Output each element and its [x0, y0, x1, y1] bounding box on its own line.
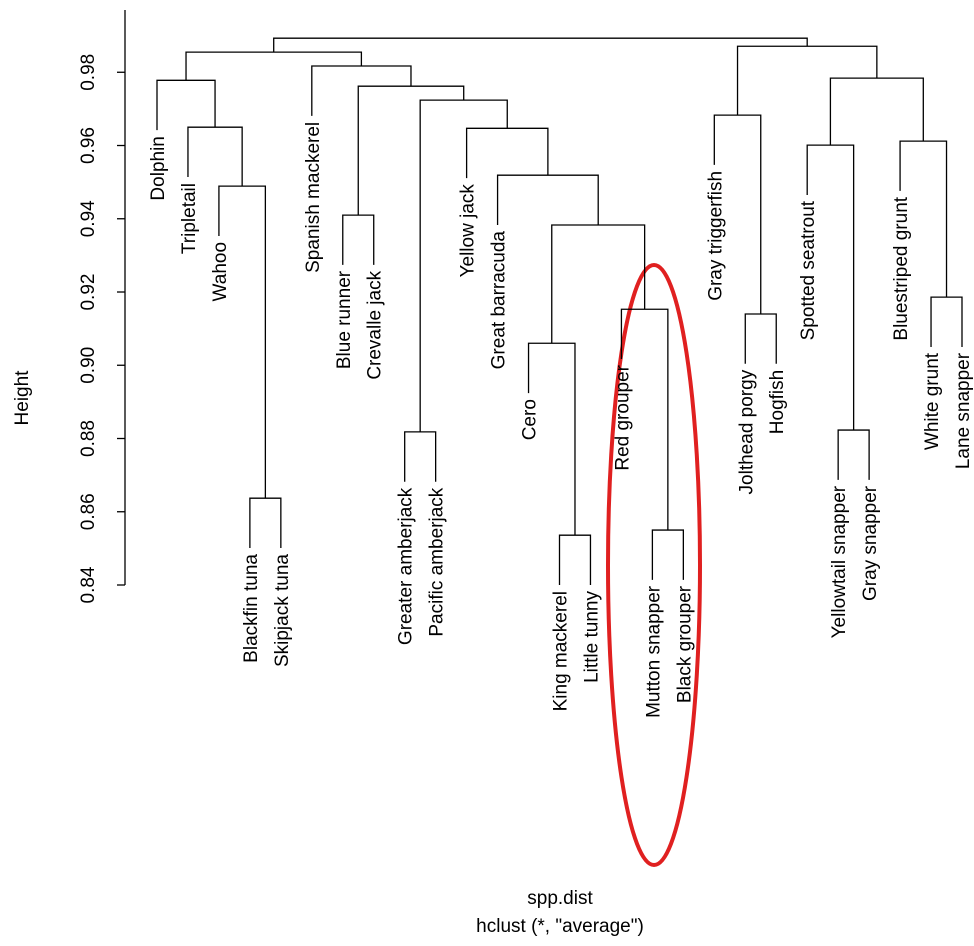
y-tick-label: 0.92 [78, 274, 99, 311]
dendrogram-link [156, 79, 216, 131]
leaf-label: Jolthead porgy [736, 369, 757, 494]
leaf-label: White grunt [922, 352, 943, 450]
dendrogram-link [273, 37, 808, 53]
leaf-label: Spanish mackerel [303, 122, 324, 273]
leaf-label: Little tunny [581, 591, 602, 683]
y-tick-label: 0.96 [78, 127, 99, 164]
leaf-label: Bluestriped grunt [891, 196, 912, 340]
y-tick-label: 0.88 [78, 420, 99, 457]
leaf-label: Dolphin [148, 136, 169, 200]
dendrogram-link [837, 429, 870, 480]
subtitle: hclust (*, "average") [476, 916, 644, 937]
y-tick-label: 0.90 [78, 347, 99, 384]
leaf-label: Pacific amberjack [427, 487, 448, 636]
dendrogram-link [744, 313, 777, 364]
dendrogram-link [218, 185, 267, 499]
leaf-label: Skipjack tuna [272, 554, 293, 667]
leaf-label: Wahoo [210, 242, 231, 302]
dendrogram-link [187, 126, 243, 187]
dendrogram-link [249, 497, 282, 549]
leaf-label: Red grouper [612, 364, 633, 470]
dendrogram-link [404, 431, 437, 482]
y-tick-label: 0.98 [78, 54, 99, 91]
y-tick-label: 0.84 [78, 566, 99, 603]
y-tick-label: 0.94 [78, 200, 99, 237]
dendrogram-link [357, 85, 465, 216]
dendrogram-link [899, 140, 948, 298]
dendrogram-link [558, 534, 592, 585]
leaf-label: Tripletail [179, 183, 200, 254]
leaf-label: Blue runner [334, 270, 355, 369]
leaf-label: Yellowtail snapper [829, 485, 850, 638]
leaf-label: Cero [520, 399, 541, 440]
dendrogram-link [551, 224, 646, 344]
dendrogram-link [930, 296, 963, 347]
dendrogram-link [736, 45, 878, 116]
leaf-label: Great barracuda [489, 231, 510, 370]
dendrogram-link [465, 127, 549, 179]
y-tick-label: 0.86 [78, 493, 99, 530]
leaf-label: Greater amberjack [396, 487, 417, 645]
dendrogram-link [620, 308, 669, 531]
leaf-label: Spotted seatrout [798, 200, 819, 340]
dendrogram-link [496, 174, 599, 225]
leaf-label: Blackfin tuna [241, 554, 262, 663]
leaf-label: Hogfish [767, 370, 788, 434]
y-axis-label: Height [12, 370, 33, 426]
highlight-ellipse [606, 263, 702, 867]
leaf-label: Crevalle jack [365, 270, 386, 379]
dendrogram-link [651, 529, 684, 580]
leaf-label: King mackerel [551, 591, 572, 711]
leaf-label: Gray snapper [860, 485, 881, 601]
dendrogram-link [311, 65, 412, 116]
leaf-label: Black grouper [674, 585, 695, 703]
dendrogram-link [419, 99, 508, 432]
dendrogram-link [829, 77, 924, 146]
leaf-label: Gray triggerfish [705, 171, 726, 301]
leaf-label: Yellow jack [458, 184, 479, 278]
leaf-label: Lane snapper [953, 352, 974, 469]
leaf-label: Mutton snapper [643, 585, 664, 718]
x-axis-label: spp.dist [527, 888, 593, 909]
dendrogram-link [342, 214, 375, 265]
